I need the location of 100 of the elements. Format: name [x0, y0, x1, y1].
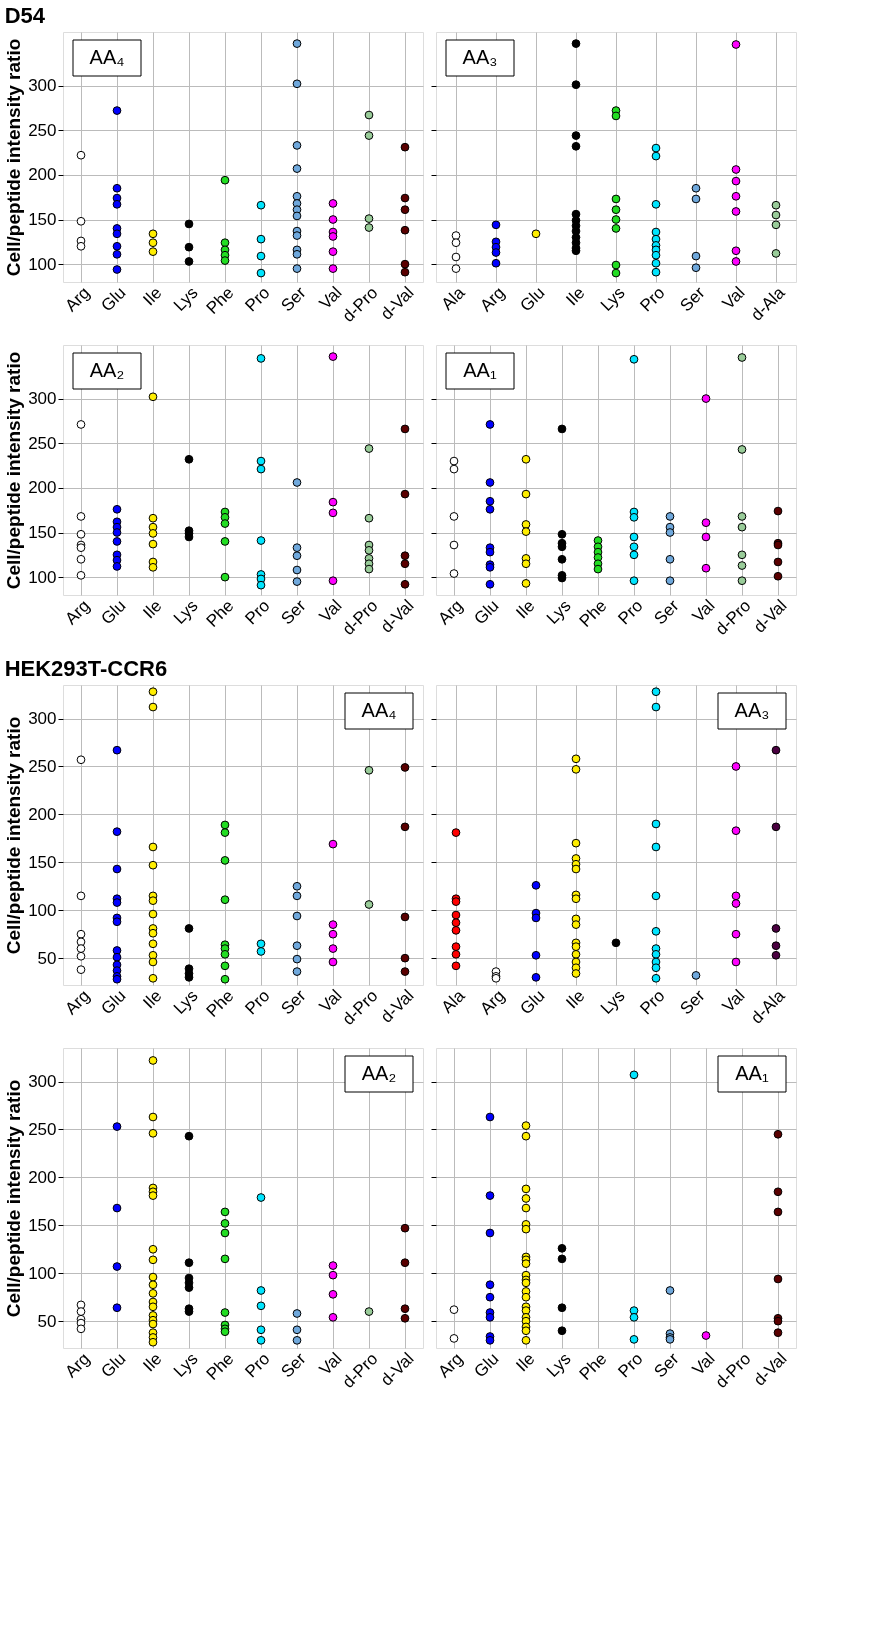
y-tick-label: 150 — [28, 523, 57, 542]
y-tick-label: 150 — [28, 1215, 57, 1235]
x-tick-label: Arg — [476, 283, 509, 316]
chart-title: HEK293T-CCR6 — [4, 656, 168, 681]
x-tick-label: Arg — [61, 1349, 94, 1382]
x-tick-label: Lys — [169, 283, 202, 315]
x-tick-label: Glu — [97, 283, 130, 316]
y-tick-label: 200 — [28, 478, 57, 498]
chart-title: D54 — [4, 3, 46, 28]
annotation: AA₃ — [734, 699, 770, 721]
x-tick-label: Ser — [277, 1348, 310, 1382]
x-tick-label: Ser — [277, 282, 310, 316]
y-tick-label: 100 — [28, 254, 57, 274]
x-tick-label: Glu — [516, 283, 549, 316]
x-tick-label: Phe — [202, 596, 238, 631]
x-tick-label: Ile — [139, 1349, 166, 1376]
x-tick-label: Ile — [139, 596, 166, 623]
x-tick-label: Arg — [61, 596, 94, 629]
x-tick-label: Ser — [650, 1348, 683, 1382]
y-tick-label: 100 — [28, 900, 57, 920]
x-tick-label: Ala — [437, 985, 469, 1017]
y-tick-label: 250 — [28, 1119, 57, 1139]
x-tick-label: Ile — [562, 283, 589, 310]
x-tick-label: Pro — [241, 986, 274, 1019]
x-tick-label: Lys — [596, 283, 629, 315]
x-tick-label: Pro — [241, 283, 274, 316]
y-tick-label: 250 — [28, 120, 57, 140]
x-tick-label: Ala — [437, 282, 469, 314]
x-tick-label: Ser — [676, 985, 709, 1019]
x-tick-label: Phe — [202, 986, 238, 1021]
annotation: AA₁ — [463, 359, 497, 381]
x-tick-label: Lys — [596, 986, 629, 1018]
x-tick-label: Pro — [241, 1349, 274, 1382]
x-tick-label: Ser — [277, 595, 310, 629]
x-tick-label: Ile — [139, 986, 166, 1013]
x-tick-label: Val — [688, 596, 719, 627]
y-tick-label: 250 — [28, 433, 57, 453]
y-tick-label: 300 — [28, 76, 57, 96]
annotation: AA₄ — [361, 699, 397, 721]
x-tick-label: Val — [315, 1349, 346, 1380]
x-tick-label: Lys — [542, 596, 575, 628]
x-tick-label: Lys — [542, 1349, 575, 1381]
x-tick-label: Glu — [97, 986, 130, 1019]
y-tick-label: 200 — [28, 1167, 57, 1187]
y-tick-label: 250 — [28, 756, 57, 776]
y-tick-label: 100 — [28, 1263, 57, 1283]
y-tick-label: 300 — [28, 1072, 57, 1092]
x-tick-label: Pro — [636, 283, 669, 316]
x-tick-label: Ile — [562, 986, 589, 1013]
x-tick-label: Val — [315, 986, 346, 1017]
x-tick-label: Val — [315, 596, 346, 627]
x-tick-label: Glu — [97, 596, 130, 629]
x-tick-label: Lys — [169, 1349, 202, 1381]
y-tick-label: 50 — [37, 1311, 57, 1331]
x-tick-label: Arg — [61, 283, 94, 316]
x-tick-label: Ile — [512, 1349, 539, 1376]
x-tick-label: Phe — [575, 1349, 611, 1384]
x-tick-label: Val — [718, 283, 749, 314]
y-tick-label: 200 — [28, 165, 57, 185]
x-tick-label: Arg — [434, 1349, 467, 1382]
x-tick-label: Pro — [614, 596, 647, 629]
y-axis-title: Cell/peptide intensity ratio — [3, 38, 25, 277]
x-tick-label: Lys — [169, 596, 202, 628]
x-tick-label: Phe — [575, 596, 611, 631]
y-axis-title: Cell/peptide intensity ratio — [3, 716, 25, 955]
x-tick-label: Pro — [241, 596, 274, 629]
x-tick-label: Ser — [676, 282, 709, 316]
x-tick-label: Pro — [636, 986, 669, 1019]
x-tick-label: Phe — [202, 283, 238, 318]
y-axis-title: Cell/peptide intensity ratio — [3, 1079, 25, 1318]
x-tick-label: Ile — [139, 283, 166, 310]
y-tick-label: 150 — [28, 210, 57, 229]
x-tick-label: Arg — [476, 986, 509, 1019]
x-tick-label: Val — [718, 986, 749, 1017]
y-axis-title: Cell/peptide intensity ratio — [3, 351, 25, 590]
annotation: AA₂ — [361, 1062, 397, 1084]
y-tick-label: 300 — [28, 709, 57, 729]
y-tick-label: 300 — [28, 389, 57, 409]
x-tick-label: Glu — [470, 1349, 503, 1382]
annotation: AA₁ — [735, 1062, 769, 1084]
annotation: AA₄ — [89, 46, 125, 68]
x-tick-label: Glu — [97, 1349, 130, 1382]
annotation: AA₃ — [462, 46, 498, 68]
x-tick-label: Val — [688, 1349, 719, 1380]
y-tick-label: 150 — [28, 852, 57, 872]
x-tick-label: Lys — [169, 986, 202, 1018]
x-tick-label: Glu — [470, 596, 503, 629]
x-tick-label: Phe — [202, 1349, 238, 1384]
x-tick-label: Glu — [516, 986, 549, 1019]
x-tick-label: Ser — [650, 595, 683, 629]
y-tick-label: 50 — [37, 948, 57, 968]
x-tick-label: Val — [315, 283, 346, 314]
y-tick-label: 200 — [28, 804, 57, 824]
y-tick-label: 100 — [28, 567, 57, 587]
x-tick-label: Ser — [277, 985, 310, 1019]
x-tick-label: Arg — [61, 986, 94, 1019]
x-tick-label: Ile — [512, 596, 539, 623]
annotation: AA₂ — [89, 359, 125, 381]
x-tick-label: Arg — [434, 596, 467, 629]
x-tick-label: Pro — [614, 1349, 647, 1382]
